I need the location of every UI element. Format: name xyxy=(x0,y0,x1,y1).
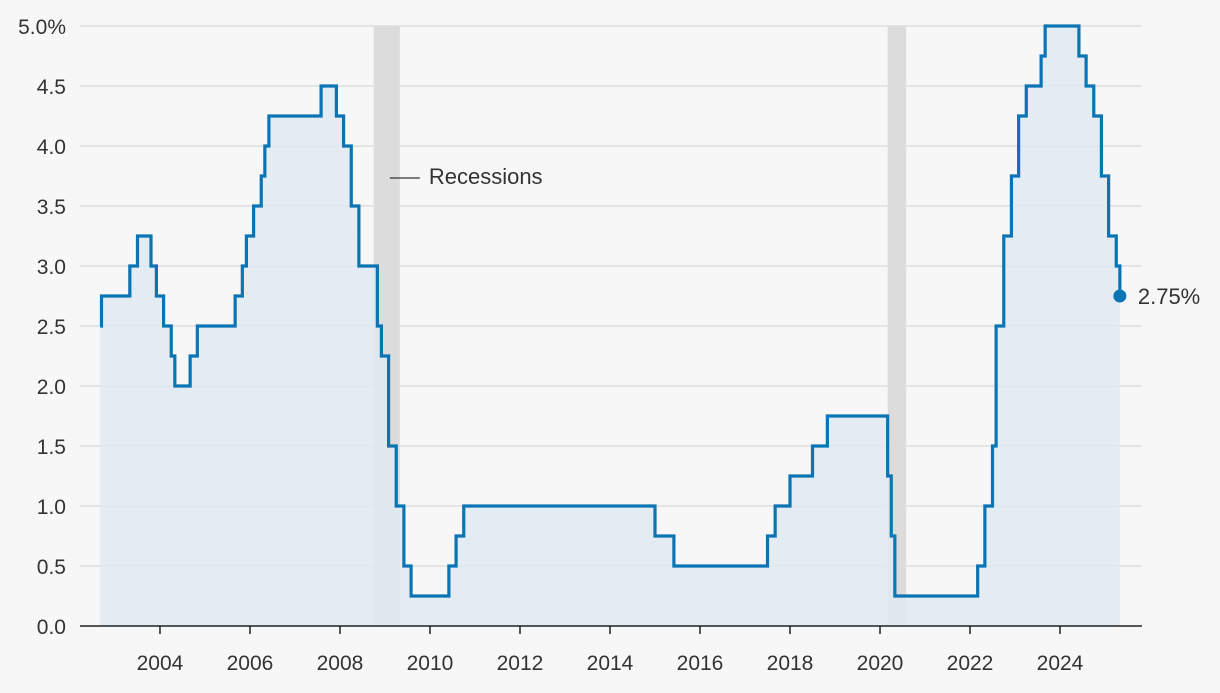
end-point xyxy=(1113,289,1127,303)
annotations: Recessions 2.75% xyxy=(389,164,1200,309)
y-tick-label-9: 4.5 xyxy=(37,76,66,99)
series-line xyxy=(99,24,1122,598)
x-tick-label-9: 2022 xyxy=(947,652,994,675)
x-tick-label-7: 2018 xyxy=(767,652,814,675)
area-fill xyxy=(100,26,1120,626)
y-tick-label-0: 0.0 xyxy=(37,616,66,639)
y-tick-label-10: 5.0% xyxy=(18,16,66,39)
y-tick-label-3: 1.5 xyxy=(37,436,66,459)
line-group xyxy=(99,24,1122,598)
area-fill-group xyxy=(100,26,1120,626)
x-tick-label-10: 2024 xyxy=(1037,652,1084,675)
x-tick-label-2: 2008 xyxy=(317,652,364,675)
x-tick-labels: 2004 2006 2008 2010 2012 2014 2016 2018 2020 2022… xyxy=(137,652,1084,675)
y-tick-label-8: 4.0 xyxy=(37,136,66,159)
y-tick-label-4: 2.0 xyxy=(37,376,66,399)
x-tick-label-3: 2010 xyxy=(407,652,454,675)
x-tick-label-5: 2014 xyxy=(587,652,634,675)
x-tick-label-8: 2020 xyxy=(857,652,904,675)
y-tick-label-1: 0.5 xyxy=(37,556,66,579)
x-tick-label-6: 2016 xyxy=(677,652,724,675)
recession-label: Recessions xyxy=(429,164,543,189)
y-tick-label-6: 3.0 xyxy=(37,256,66,279)
y-tick-label-5: 2.5 xyxy=(37,316,66,339)
end-value-label: 2.75% xyxy=(1138,284,1200,309)
x-tick-label-1: 2006 xyxy=(227,652,274,675)
axes xyxy=(80,625,1142,634)
y-tick-labels: 0.0 0.5 1.0 1.5 2.0 2.5 3.0 3.5 4.0 4.5 5.0% xyxy=(18,16,66,639)
y-tick-label-7: 3.5 xyxy=(37,196,66,219)
y-tick-label-2: 1.0 xyxy=(37,496,66,519)
x-tick-label-0: 2004 xyxy=(137,652,184,675)
x-tick-label-4: 2012 xyxy=(497,652,544,675)
